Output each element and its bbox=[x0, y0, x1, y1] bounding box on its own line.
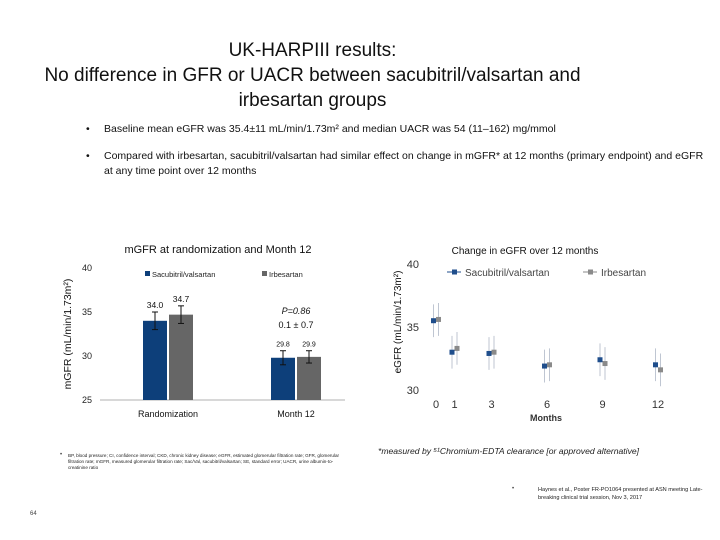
bullet-list: • Baseline mean eGFR was 35.4±11 mL/min/… bbox=[86, 122, 706, 191]
bar-chart-bar bbox=[169, 314, 193, 400]
bar-chart-legend-swatch bbox=[262, 271, 267, 276]
line-chart-point bbox=[431, 318, 436, 324]
bar-chart-y-tick-label: 25 bbox=[82, 395, 92, 405]
bar-chart-y-tick-label: 35 bbox=[82, 307, 92, 317]
abbrev-bullet-dot: • bbox=[60, 452, 63, 458]
bullet-dot: • bbox=[86, 123, 90, 135]
difference-label: 0.1 ± 0.7 bbox=[279, 320, 314, 330]
line-chart-y-tick-label: 35 bbox=[407, 322, 419, 334]
line-chart-x-tick-label: 12 bbox=[652, 399, 664, 411]
bar-chart-value-label: 29.9 bbox=[302, 342, 316, 349]
bar-chart-y-tick-label: 30 bbox=[82, 351, 92, 361]
bar-chart-legend-swatch bbox=[145, 271, 150, 276]
title-line-1: UK-HARPIII results: bbox=[228, 40, 397, 61]
line-chart-point bbox=[653, 362, 658, 368]
measurement-footnote: *measured by ⁵¹Chromium-EDTA clearance [… bbox=[378, 446, 640, 456]
line-chart-y-tick-label: 40 bbox=[407, 259, 419, 271]
bar-chart-title: mGFR at randomization and Month 12 bbox=[124, 244, 311, 256]
bullet-baseline: • Baseline mean eGFR was 35.4±11 mL/min/… bbox=[86, 122, 706, 137]
bar-chart-value-label: 29.8 bbox=[276, 342, 290, 349]
reference-citation: Haynes et al., Poster FR-PO1064 presente… bbox=[538, 487, 703, 501]
line-chart-point bbox=[597, 357, 603, 363]
line-chart-x-tick-label: 9 bbox=[599, 399, 605, 411]
line-chart-point bbox=[542, 363, 547, 369]
line-chart-point bbox=[547, 362, 552, 368]
bar-chart-category-label: Randomization bbox=[138, 409, 198, 419]
bullet-text-baseline: Baseline mean eGFR was 35.4±11 mL/min/1.… bbox=[104, 123, 556, 135]
p-value-label: P=0.86 bbox=[282, 306, 311, 316]
line-chart-title: Change in eGFR over 12 months bbox=[452, 246, 599, 257]
slide-title: UK-HARPIII results: No difference in GFR… bbox=[0, 38, 625, 113]
bar-chart-bar bbox=[297, 356, 321, 400]
line-chart-x-tick-label: 3 bbox=[488, 399, 494, 411]
title-line-3: irbesartan groups bbox=[238, 90, 387, 111]
line-chart-x-axis-label: Months bbox=[530, 413, 562, 423]
bar-chart-legend-label: Irbesartan bbox=[269, 270, 303, 279]
bar-chart-y-tick-label: 40 bbox=[82, 263, 92, 273]
line-chart-x-tick-label: 6 bbox=[544, 399, 550, 411]
bar-chart-bar bbox=[143, 320, 167, 400]
line-chart-x-tick-label: 0 bbox=[433, 399, 439, 411]
bar-chart-bar bbox=[271, 357, 295, 400]
abbreviations-footnote: BP, blood pressure; CI, confidence inter… bbox=[68, 453, 340, 470]
line-chart-point bbox=[449, 349, 455, 355]
bullet-comparison: • Compared with irbesartan, sacubitril/v… bbox=[86, 149, 706, 179]
line-chart-point bbox=[454, 345, 460, 351]
bar-chart-category-label: Month 12 bbox=[277, 409, 315, 419]
bar-chart-legend-label: Sacubitril/valsartan bbox=[152, 270, 215, 279]
line-chart-point bbox=[486, 350, 492, 356]
line-chart-point bbox=[436, 316, 441, 322]
title-line-2: No difference in GFR or UACR between sac… bbox=[44, 65, 581, 86]
line-chart-legend-label: Sacubitril/valsartan bbox=[465, 268, 549, 279]
line-chart-y-tick-label: 30 bbox=[407, 385, 419, 397]
line-chart-legend-marker bbox=[452, 269, 457, 275]
line-chart-x-tick-label: 1 bbox=[451, 399, 457, 411]
reference-bullet-dot: • bbox=[512, 486, 515, 492]
line-chart-y-axis-label: eGFR (mL/min/1.73m²) bbox=[393, 271, 404, 374]
line-chart-legend-label: Irbesartan bbox=[601, 268, 646, 279]
line-chart-point bbox=[602, 361, 608, 367]
page-number: 64 bbox=[30, 511, 37, 517]
bullet-dot: • bbox=[86, 150, 90, 162]
line-chart-point bbox=[491, 349, 497, 355]
line-chart-point bbox=[658, 367, 663, 373]
bar-chart-value-label: 34.7 bbox=[173, 294, 190, 304]
bar-chart-value-label: 34.0 bbox=[147, 300, 164, 310]
bar-chart-y-axis-label: mGFR (mL/min/1.73m²) bbox=[62, 279, 74, 390]
bullet-text-comparison: Compared with irbesartan, sacubitril/val… bbox=[104, 150, 704, 177]
line-chart-legend-marker bbox=[588, 269, 593, 275]
